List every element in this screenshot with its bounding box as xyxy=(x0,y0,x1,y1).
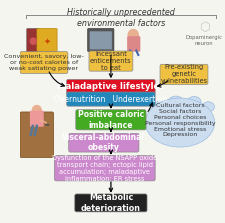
Ellipse shape xyxy=(151,101,166,112)
FancyBboxPatch shape xyxy=(66,79,155,94)
Text: Metabolic
deterioration: Metabolic deterioration xyxy=(81,193,140,213)
Text: Overnutrition   Underexertion: Overnutrition Underexertion xyxy=(54,95,167,104)
Ellipse shape xyxy=(145,98,214,147)
FancyBboxPatch shape xyxy=(54,156,155,181)
FancyBboxPatch shape xyxy=(27,28,39,53)
Circle shape xyxy=(32,105,41,115)
Text: Historically unprecedented
environmental factors: Historically unprecedented environmental… xyxy=(67,8,174,28)
Text: Pre-existing
genetic
vulnerabilities: Pre-existing genetic vulnerabilities xyxy=(160,64,207,84)
Ellipse shape xyxy=(168,96,183,108)
Ellipse shape xyxy=(201,102,214,112)
FancyBboxPatch shape xyxy=(75,110,145,130)
Text: Cultural factors
Social factors
Personal choices
Personal responsibility
Emotion: Cultural factors Social factors Personal… xyxy=(144,103,214,137)
Text: ●: ● xyxy=(28,36,37,45)
FancyBboxPatch shape xyxy=(87,28,113,52)
Text: Maladaptive lifestyles: Maladaptive lifestyles xyxy=(57,83,164,91)
Text: ▬: ▬ xyxy=(45,121,49,126)
FancyBboxPatch shape xyxy=(20,112,53,158)
Text: ⬡: ⬡ xyxy=(198,21,209,34)
Text: Visceral-abdominal
obesity: Visceral-abdominal obesity xyxy=(62,133,145,153)
FancyBboxPatch shape xyxy=(127,36,140,52)
Text: Positive caloric
imbalance: Positive caloric imbalance xyxy=(77,110,143,130)
FancyBboxPatch shape xyxy=(89,31,112,50)
Text: Incessant
enticements
to eat: Incessant enticements to eat xyxy=(90,51,131,71)
FancyBboxPatch shape xyxy=(30,111,43,127)
FancyBboxPatch shape xyxy=(37,28,57,52)
Text: ✦: ✦ xyxy=(43,36,50,45)
Text: Convenient, savory, low-
or no-cost calories of
weak satiating power: Convenient, savory, low- or no-cost calo… xyxy=(4,54,83,71)
FancyBboxPatch shape xyxy=(20,52,68,73)
FancyBboxPatch shape xyxy=(66,92,155,106)
FancyBboxPatch shape xyxy=(68,133,138,152)
Text: Dysfunction of the NSAPP oxide
transport chain; ectopic lipid
accumulation; mala: Dysfunction of the NSAPP oxide transport… xyxy=(52,155,157,182)
Ellipse shape xyxy=(187,97,200,107)
FancyBboxPatch shape xyxy=(74,194,146,212)
FancyBboxPatch shape xyxy=(159,64,207,85)
Text: Dopaminergic
neuron: Dopaminergic neuron xyxy=(185,35,222,46)
Circle shape xyxy=(128,29,138,41)
FancyBboxPatch shape xyxy=(89,51,132,71)
